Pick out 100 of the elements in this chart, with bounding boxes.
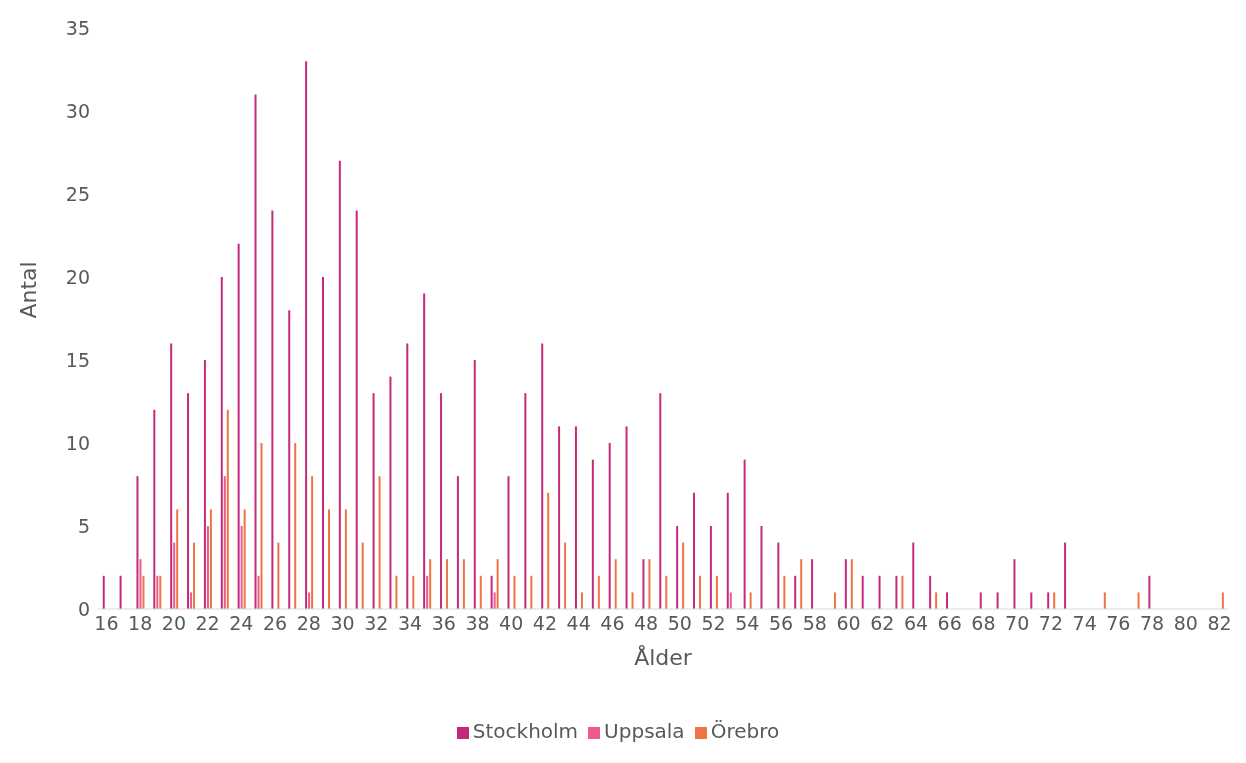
x-tick-label: 30 [330, 612, 355, 635]
bar [1047, 592, 1050, 609]
bar [1013, 559, 1016, 609]
bar [530, 575, 533, 609]
legend-label: Uppsala [604, 719, 685, 743]
legend-label: Örebro [710, 719, 780, 743]
bar [119, 575, 122, 609]
bar [850, 559, 853, 609]
x-tick-label: 66 [937, 612, 962, 635]
bar [729, 592, 732, 609]
bar [614, 559, 617, 609]
bar [811, 559, 814, 609]
bar [935, 592, 938, 609]
bar [193, 542, 196, 609]
x-tick-label: 44 [566, 612, 591, 635]
x-tick-label: 64 [903, 612, 929, 635]
x-tick-label: 78 [1140, 612, 1165, 635]
bar [206, 526, 209, 609]
bar [1064, 542, 1067, 609]
bar [1221, 592, 1224, 609]
bar [709, 526, 712, 609]
bar [1030, 592, 1033, 609]
bar [473, 360, 476, 609]
bar [901, 575, 904, 609]
x-tick-label: 20 [161, 612, 186, 635]
bar [187, 393, 190, 609]
bar [648, 559, 651, 609]
bar [574, 426, 577, 609]
bar [777, 542, 780, 609]
x-tick-label: 56 [768, 612, 794, 635]
x-tick-label: 42 [532, 612, 558, 635]
bar [136, 476, 139, 609]
bar [946, 592, 949, 609]
x-tick-label: 28 [296, 612, 321, 635]
bar [243, 509, 246, 609]
bar [580, 592, 583, 609]
bar [288, 310, 291, 609]
x-tick-label: 62 [870, 612, 895, 635]
x-tick-label: 58 [802, 612, 827, 635]
y-tick-label: 25 [65, 182, 90, 205]
bar [631, 592, 634, 609]
bar [996, 592, 999, 609]
bar [1137, 592, 1140, 609]
x-tick-label: 82 [1207, 612, 1232, 635]
bar [223, 476, 226, 609]
bar [321, 277, 324, 609]
bar [305, 61, 308, 609]
bar [895, 575, 898, 609]
bar [564, 542, 567, 609]
bar [311, 476, 314, 609]
bar [912, 542, 915, 609]
bar [170, 343, 173, 609]
x-tick-label: 18 [128, 612, 153, 635]
bar [378, 476, 381, 609]
bar [597, 575, 600, 609]
legend-label: Stockholm [472, 719, 579, 743]
y-axis-title: Antal [15, 261, 41, 319]
y-tick-label: 0 [77, 597, 90, 620]
x-tick-label: 72 [1038, 612, 1063, 635]
bar [878, 575, 881, 609]
bar [327, 509, 330, 609]
bar [625, 426, 628, 609]
bar [406, 343, 409, 609]
x-axis-title: Ålder [634, 643, 693, 670]
bar [642, 559, 645, 609]
bar [682, 542, 685, 609]
bar [1148, 575, 1151, 609]
y-tick-label: 20 [65, 265, 90, 288]
bar [254, 94, 257, 609]
bar [760, 526, 763, 609]
bar [524, 393, 527, 609]
x-tick-label: 80 [1173, 612, 1198, 635]
bar [271, 210, 274, 609]
bar [412, 575, 415, 609]
bar [507, 476, 510, 609]
bar [513, 575, 516, 609]
bar [861, 575, 864, 609]
bar [608, 443, 611, 609]
bar [479, 575, 482, 609]
bar [361, 542, 364, 609]
bar [190, 592, 193, 609]
bar [429, 559, 432, 609]
bar [344, 509, 347, 609]
bar [929, 575, 932, 609]
bar [395, 575, 398, 609]
y-tick-label: 15 [65, 348, 90, 371]
bar [749, 592, 752, 609]
bar [794, 575, 797, 609]
x-tick-label: 60 [836, 612, 861, 635]
bar [226, 409, 229, 609]
bar [558, 426, 561, 609]
y-tick-label: 30 [65, 99, 90, 122]
y-tick-label: 5 [77, 514, 90, 537]
bar [547, 492, 550, 609]
bar [173, 542, 176, 609]
x-tick-label: 22 [195, 612, 220, 635]
bar [726, 492, 729, 609]
bar [659, 393, 662, 609]
bar [591, 459, 594, 609]
bar [237, 243, 240, 609]
